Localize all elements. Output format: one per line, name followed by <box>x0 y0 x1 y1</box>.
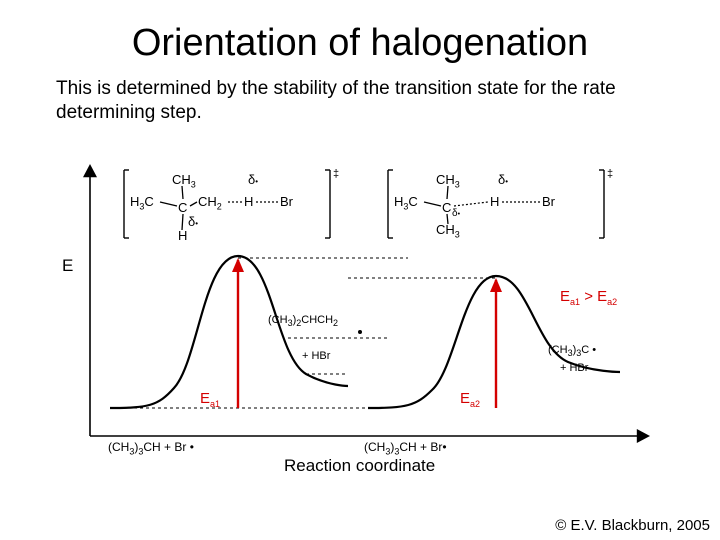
intermediate-1: (CH3)2CHCH2 <box>268 314 338 328</box>
ts1-delta-top: δ• <box>248 172 258 187</box>
copyright-text: © E.V. Blackburn, 2005 <box>555 517 710 534</box>
ts1-ch2: CH2 <box>198 194 222 212</box>
ts2-delta-top: δ• <box>498 172 508 187</box>
ts1-delta-bot: δ• <box>188 214 198 229</box>
intermediate-2: (CH3)3C • <box>548 344 596 358</box>
y-axis-label: E <box>62 256 73 276</box>
ea1-label: Ea1 <box>200 390 220 409</box>
ts2-ch3-top: CH3 <box>436 172 460 190</box>
ts1-br: Br <box>280 194 293 209</box>
ts1-h-bottom: H <box>178 228 187 243</box>
page-title: Orientation of halogenation <box>0 0 720 65</box>
energy-diagram: E Reaction coordinate Ea1 Ea2 Ea1 > Ea2 … <box>48 158 672 478</box>
ts1-h3c: H3C <box>130 194 154 212</box>
ts2-h3c: H3C <box>394 194 418 212</box>
ts2-h-mid: H <box>490 194 499 209</box>
ts2-c: C <box>442 200 451 215</box>
ea2-label: Ea2 <box>460 390 480 409</box>
ts1-c: C <box>178 200 187 215</box>
ts1-dagger: ‡ <box>333 168 339 180</box>
ts2-delta-c: δ• <box>452 208 460 219</box>
intermediate-2b: + HBr <box>560 362 588 374</box>
ts2-br: Br <box>542 194 555 209</box>
reactant-2: (CH3)3CH + Br• <box>364 440 447 456</box>
intermediate-1b: + HBr <box>302 350 330 362</box>
ea-relation-label: Ea1 > Ea2 <box>560 288 617 307</box>
x-axis-label: Reaction coordinate <box>284 456 435 476</box>
reactant-1: (CH3)3CH + Br • <box>108 440 194 456</box>
ts1-ch3-top: CH3 <box>172 172 196 190</box>
ts1-h-mid: H <box>244 194 253 209</box>
subtitle-text: This is determined by the stability of t… <box>0 65 720 125</box>
ts2-dagger: ‡ <box>607 168 613 180</box>
ts2-ch3-bot: CH3 <box>436 222 460 240</box>
